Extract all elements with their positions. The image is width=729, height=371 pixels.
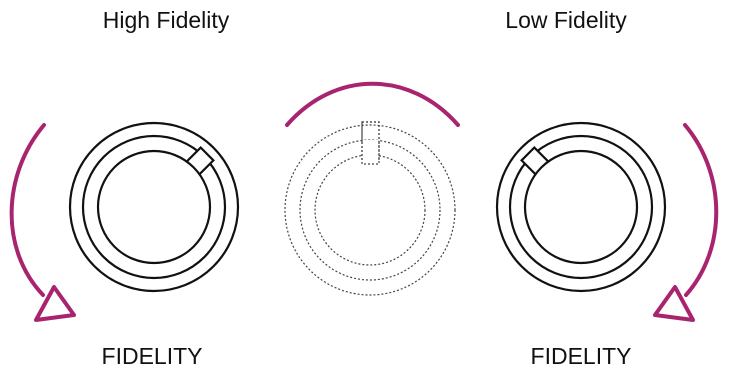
left-knob-center (96, 149, 212, 265)
left-knob-icon (68, 121, 240, 293)
low-fidelity-label: Low Fidelity (505, 7, 627, 33)
right-knob-icon (495, 121, 667, 293)
center-knob-pointer-outline (361, 121, 380, 165)
center-knob-center (314, 154, 426, 266)
right-knob-label: FIDELITY (531, 343, 632, 369)
center-arc-icon (285, 81, 460, 127)
right-knob-center (523, 149, 639, 265)
center-knob-outer-ring (284, 124, 456, 296)
left-knob-label: FIDELITY (102, 343, 203, 369)
right-clockwise-arrow-icon (653, 123, 719, 322)
left-counterclockwise-arrow-icon (9, 123, 76, 322)
high-fidelity-label: High Fidelity (103, 7, 230, 33)
